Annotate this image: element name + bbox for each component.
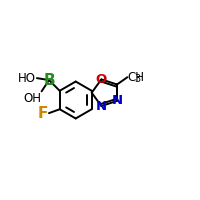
Text: B: B — [43, 73, 55, 88]
Text: N: N — [111, 94, 123, 107]
Text: OH: OH — [23, 92, 41, 105]
Text: HO: HO — [18, 72, 36, 85]
Text: 3: 3 — [135, 74, 141, 84]
Text: CH: CH — [128, 71, 145, 84]
Text: O: O — [96, 73, 107, 86]
Text: F: F — [38, 106, 48, 121]
Text: N: N — [96, 100, 107, 113]
